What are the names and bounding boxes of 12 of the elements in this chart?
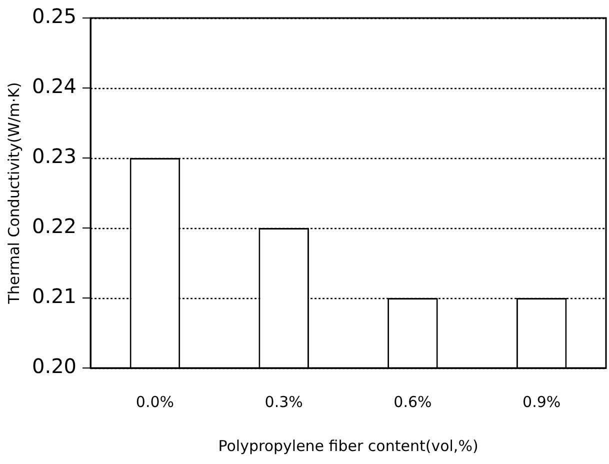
y-tick-label: 0.22 [32,214,77,238]
x-tick-label: 0.0% [136,392,174,411]
x-tick-label: 0.9% [522,392,561,411]
y-axis-title: Thermal Conductivity(W/m·K) [4,82,23,305]
y-tick-label: 0.21 [32,284,77,308]
y-tick-label: 0.25 [32,4,77,28]
y-tick-label: 0.24 [32,74,77,98]
y-tick-label: 0.20 [32,354,77,378]
x-axis-title: Polypropylene fiber content(vol,%) [218,436,478,455]
x-tick-label: 0.6% [394,392,432,411]
y-tick-label: 0.23 [32,144,77,168]
x-tick-label: 0.3% [264,392,303,411]
